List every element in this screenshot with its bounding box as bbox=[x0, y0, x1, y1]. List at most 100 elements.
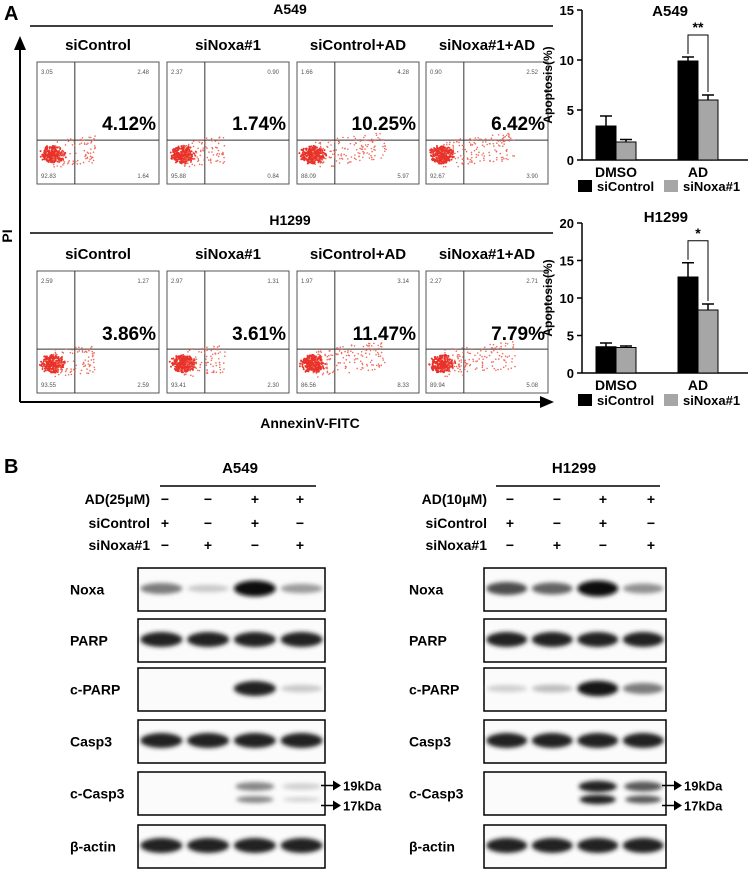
event-dot bbox=[219, 371, 222, 374]
event-dot bbox=[170, 154, 173, 157]
event-dot bbox=[476, 146, 479, 149]
event-dot bbox=[473, 149, 476, 152]
event-dot bbox=[298, 365, 301, 368]
apoptosis-percent: 4.12% bbox=[102, 114, 156, 135]
marker-arrow-head bbox=[333, 800, 341, 811]
event-dot bbox=[183, 159, 185, 162]
event-dot bbox=[180, 150, 183, 153]
event-dot bbox=[493, 349, 495, 352]
event-dot bbox=[472, 358, 474, 361]
event-dot bbox=[375, 350, 377, 352]
event-dot bbox=[444, 159, 447, 162]
protein-band bbox=[531, 582, 573, 595]
y-tick-label: 10 bbox=[560, 53, 574, 68]
event-dot bbox=[305, 154, 308, 157]
event-dot bbox=[434, 152, 437, 155]
event-dot bbox=[42, 364, 45, 367]
event-dot bbox=[312, 363, 315, 366]
event-dot bbox=[83, 139, 85, 141]
event-dot bbox=[502, 140, 505, 143]
event-dot bbox=[218, 345, 221, 347]
event-dot bbox=[76, 163, 79, 165]
event-dot bbox=[504, 342, 507, 345]
event-dot bbox=[338, 162, 341, 164]
event-dot bbox=[214, 140, 217, 142]
event-dot bbox=[38, 363, 41, 366]
event-dot bbox=[65, 348, 68, 350]
event-dot bbox=[345, 354, 348, 357]
event-dot bbox=[75, 346, 77, 349]
event-dot bbox=[458, 353, 460, 356]
event-dot bbox=[443, 154, 446, 157]
event-dot bbox=[187, 145, 190, 148]
event-dot bbox=[341, 158, 344, 160]
event-dot bbox=[466, 362, 469, 365]
event-dot bbox=[452, 361, 454, 364]
event-dot bbox=[305, 365, 308, 368]
blot-row-label: Noxa bbox=[70, 582, 104, 598]
event-dot bbox=[330, 144, 332, 146]
event-dot bbox=[195, 362, 197, 365]
protein-band bbox=[577, 580, 619, 597]
event-dot bbox=[326, 362, 328, 365]
event-dot bbox=[384, 361, 386, 364]
event-dot bbox=[435, 358, 438, 361]
event-dot bbox=[301, 156, 304, 159]
event-dot bbox=[48, 156, 51, 159]
event-dot bbox=[438, 356, 441, 359]
event-dot bbox=[442, 371, 445, 374]
event-dot bbox=[456, 356, 459, 358]
event-dot bbox=[51, 367, 54, 370]
event-dot bbox=[441, 157, 444, 160]
event-dot bbox=[91, 350, 94, 353]
event-dot bbox=[460, 359, 463, 361]
event-dot bbox=[54, 375, 56, 378]
event-dot bbox=[313, 354, 316, 357]
event-dot bbox=[326, 358, 328, 361]
event-dot bbox=[182, 358, 185, 361]
event-dot bbox=[357, 152, 359, 154]
event-dot bbox=[506, 342, 509, 345]
event-dot bbox=[202, 149, 204, 151]
condition-label: siControl bbox=[89, 515, 150, 531]
event-dot bbox=[374, 145, 376, 148]
event-dot bbox=[310, 357, 313, 360]
event-dot bbox=[223, 156, 225, 159]
event-dot bbox=[382, 357, 384, 360]
quadrant-value: 1.31 bbox=[267, 279, 279, 285]
event-dot bbox=[91, 353, 94, 355]
event-dot bbox=[507, 158, 509, 161]
event-dot bbox=[41, 367, 44, 370]
plot-title: siNoxa#1 bbox=[195, 37, 261, 54]
event-dot bbox=[56, 363, 59, 366]
event-dot bbox=[462, 148, 464, 151]
event-dot bbox=[461, 144, 464, 147]
event-dot bbox=[71, 144, 74, 146]
event-dot bbox=[374, 154, 376, 157]
event-dot bbox=[311, 367, 314, 370]
event-dot bbox=[173, 150, 176, 153]
event-dot bbox=[205, 355, 208, 358]
event-dot bbox=[492, 160, 495, 163]
event-dot bbox=[440, 149, 443, 152]
event-dot bbox=[195, 151, 198, 154]
event-dot bbox=[436, 150, 439, 153]
y-tick-label: 15 bbox=[560, 3, 574, 18]
protein-band bbox=[140, 838, 183, 853]
event-dot bbox=[71, 352, 74, 355]
protein-band bbox=[233, 580, 276, 597]
event-dot bbox=[497, 358, 500, 360]
event-dot bbox=[177, 148, 180, 151]
protein-band bbox=[622, 733, 664, 748]
event-dot bbox=[61, 351, 64, 354]
event-dot bbox=[366, 344, 368, 346]
event-dot bbox=[91, 162, 93, 164]
event-dot bbox=[430, 366, 433, 369]
condition-mark: − bbox=[204, 491, 212, 507]
event-dot bbox=[370, 345, 373, 347]
event-dot bbox=[180, 368, 183, 371]
event-dot bbox=[312, 153, 315, 156]
event-dot bbox=[321, 360, 323, 362]
event-dot bbox=[434, 148, 437, 151]
event-dot bbox=[353, 359, 356, 361]
